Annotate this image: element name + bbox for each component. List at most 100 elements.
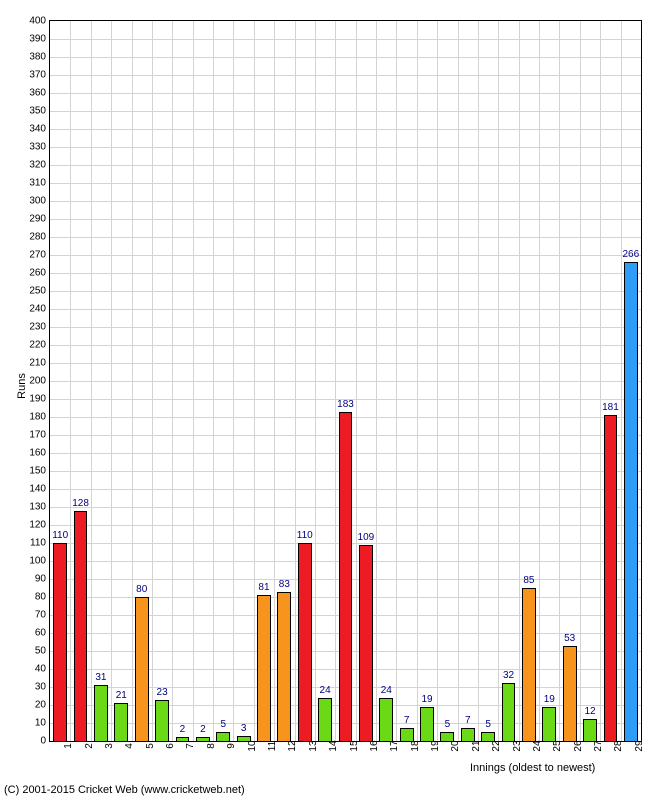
ytick-label: 180 [29, 412, 50, 423]
bar [379, 698, 393, 741]
ytick-label: 200 [29, 376, 50, 387]
bar-value-label: 80 [136, 584, 147, 595]
xtick-label: 9 [223, 743, 237, 749]
bar-value-label: 2 [180, 724, 186, 735]
gridline-h [50, 309, 641, 310]
ytick-label: 230 [29, 322, 50, 333]
bar [74, 511, 88, 741]
ytick-label: 210 [29, 358, 50, 369]
bar-value-label: 32 [503, 670, 514, 681]
gridline-h [50, 273, 641, 274]
gridline-h [50, 219, 641, 220]
bar-value-label: 19 [544, 694, 555, 705]
gridline-h [50, 183, 641, 184]
bar [135, 597, 149, 741]
xtick-label: 18 [407, 740, 421, 751]
x-axis-title: Innings (oldest to newest) [470, 762, 595, 774]
gridline-v [417, 21, 418, 741]
ytick-label: 100 [29, 556, 50, 567]
xtick-label: 2 [81, 743, 95, 749]
gridline-v [396, 21, 397, 741]
ytick-label: 170 [29, 430, 50, 441]
bar-value-label: 19 [421, 694, 432, 705]
xtick-label: 22 [488, 740, 502, 751]
bar [53, 543, 67, 741]
gridline-v [335, 21, 336, 741]
gridline-v [172, 21, 173, 741]
bar [257, 595, 271, 741]
ytick-label: 140 [29, 484, 50, 495]
gridline-h [50, 291, 641, 292]
ytick-label: 310 [29, 178, 50, 189]
xtick-label: 26 [570, 740, 584, 751]
ytick-label: 400 [29, 16, 50, 27]
gridline-v [132, 21, 133, 741]
gridline-v [356, 21, 357, 741]
gridline-h [50, 129, 641, 130]
xtick-label: 11 [264, 741, 278, 751]
ytick-label: 220 [29, 340, 50, 351]
xtick-label: 4 [121, 743, 135, 749]
gridline-v [458, 21, 459, 741]
xtick-label: 15 [346, 740, 360, 751]
bar [502, 683, 516, 741]
gridline-v [539, 21, 540, 741]
bar [359, 545, 373, 741]
ytick-label: 380 [29, 52, 50, 63]
bar [522, 588, 536, 741]
gridline-h [50, 201, 641, 202]
ytick-label: 80 [35, 592, 50, 603]
chart-container: 0102030405060708090100110120130140150160… [0, 0, 650, 800]
bar-value-label: 2 [200, 724, 206, 735]
xtick-label: 13 [305, 740, 319, 751]
bar [216, 732, 230, 741]
bar [176, 737, 190, 741]
bar-value-label: 5 [220, 719, 226, 730]
bar-value-label: 24 [381, 685, 392, 696]
bar-value-label: 5 [485, 719, 491, 730]
gridline-v [152, 21, 153, 741]
bar-value-label: 83 [279, 579, 290, 590]
gridline-h [50, 93, 641, 94]
bar [196, 737, 210, 741]
ytick-label: 330 [29, 142, 50, 153]
copyright-text: (C) 2001-2015 Cricket Web (www.cricketwe… [4, 784, 245, 796]
bar [94, 685, 108, 741]
gridline-v [111, 21, 112, 741]
ytick-label: 250 [29, 286, 50, 297]
bar-value-label: 183 [337, 399, 354, 410]
xtick-label: 19 [427, 740, 441, 751]
y-axis-title: Runs [16, 373, 28, 399]
gridline-h [50, 147, 641, 148]
bar [277, 592, 291, 741]
xtick-label: 5 [142, 743, 156, 749]
gridline-v [498, 21, 499, 741]
xtick-label: 20 [447, 740, 461, 751]
xtick-label: 28 [610, 740, 624, 751]
gridline-h [50, 327, 641, 328]
gridline-h [50, 165, 641, 166]
gridline-h [50, 75, 641, 76]
gridline-h [50, 363, 641, 364]
ytick-label: 10 [35, 718, 50, 729]
bar-value-label: 21 [116, 690, 127, 701]
xtick-label: 12 [284, 740, 298, 751]
bar-value-label: 85 [523, 575, 534, 586]
ytick-label: 160 [29, 448, 50, 459]
gridline-h [50, 381, 641, 382]
gridline-h [50, 255, 641, 256]
xtick-label: 3 [101, 743, 115, 749]
ytick-label: 280 [29, 232, 50, 243]
gridline-v [580, 21, 581, 741]
ytick-label: 320 [29, 160, 50, 171]
bar-value-label: 81 [258, 582, 269, 593]
xtick-label: 1 [60, 743, 74, 749]
gridline-v [315, 21, 316, 741]
ytick-label: 110 [30, 538, 50, 549]
bar [400, 728, 414, 741]
xtick-label: 17 [386, 740, 400, 751]
ytick-label: 360 [29, 88, 50, 99]
bar-value-label: 110 [52, 530, 68, 541]
bar-value-label: 23 [157, 687, 168, 698]
xtick-label: 16 [366, 740, 380, 751]
